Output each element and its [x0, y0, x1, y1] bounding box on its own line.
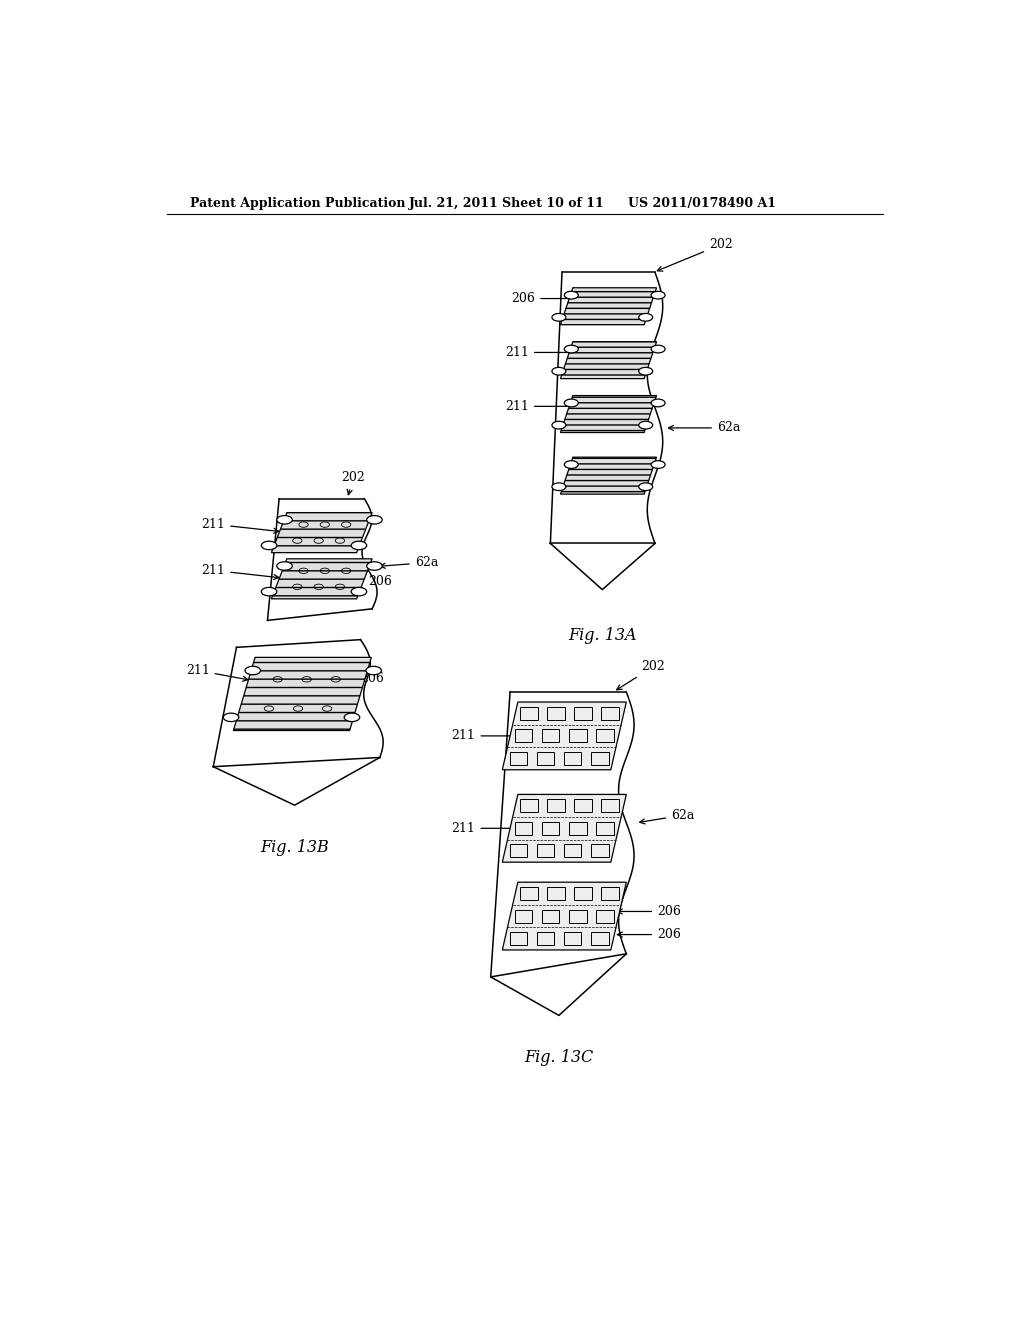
Text: 62a: 62a: [380, 556, 438, 569]
Ellipse shape: [344, 713, 359, 722]
Ellipse shape: [639, 483, 652, 491]
Ellipse shape: [245, 667, 260, 675]
Polygon shape: [560, 288, 656, 325]
Ellipse shape: [564, 292, 579, 300]
Polygon shape: [550, 272, 655, 544]
Polygon shape: [560, 342, 656, 379]
Polygon shape: [503, 702, 627, 770]
Text: 206: 206: [341, 672, 384, 686]
Ellipse shape: [367, 516, 382, 524]
Ellipse shape: [351, 541, 367, 549]
Text: 62a: 62a: [640, 809, 694, 824]
Text: 202: 202: [616, 660, 666, 690]
Polygon shape: [271, 558, 372, 599]
Polygon shape: [560, 457, 656, 494]
Text: 211: 211: [505, 400, 573, 413]
Polygon shape: [503, 795, 627, 862]
Ellipse shape: [639, 421, 652, 429]
Text: US 2011/0178490 A1: US 2011/0178490 A1: [628, 197, 776, 210]
Ellipse shape: [552, 483, 566, 491]
Text: Fig. 13A: Fig. 13A: [568, 627, 637, 644]
Text: 206: 206: [617, 928, 681, 941]
Text: 211: 211: [202, 517, 279, 533]
Ellipse shape: [639, 313, 652, 321]
Ellipse shape: [367, 562, 382, 570]
Text: 206: 206: [511, 292, 573, 305]
Ellipse shape: [651, 346, 665, 352]
Text: 206: 206: [343, 576, 392, 595]
Text: 206: 206: [617, 906, 681, 917]
Ellipse shape: [552, 421, 566, 429]
Ellipse shape: [651, 461, 665, 469]
Text: Jul. 21, 2011: Jul. 21, 2011: [410, 197, 499, 210]
Ellipse shape: [351, 587, 367, 595]
Polygon shape: [503, 882, 627, 950]
Text: Patent Application Publication: Patent Application Publication: [190, 197, 406, 210]
Polygon shape: [490, 692, 627, 977]
Text: 202: 202: [657, 238, 733, 271]
Ellipse shape: [639, 367, 652, 375]
Ellipse shape: [223, 713, 239, 722]
Text: 211: 211: [505, 346, 573, 359]
Text: 211: 211: [452, 730, 521, 742]
Polygon shape: [213, 640, 380, 767]
Ellipse shape: [261, 541, 276, 549]
Polygon shape: [271, 512, 372, 553]
Ellipse shape: [651, 399, 665, 407]
Ellipse shape: [552, 367, 566, 375]
Polygon shape: [267, 499, 372, 620]
Ellipse shape: [564, 346, 579, 352]
Text: Sheet 10 of 11: Sheet 10 of 11: [503, 197, 604, 210]
Text: Fig. 13B: Fig. 13B: [260, 840, 329, 857]
Text: 211: 211: [185, 664, 248, 681]
Text: 211: 211: [202, 564, 279, 579]
Ellipse shape: [276, 562, 292, 570]
Text: 62a: 62a: [669, 421, 740, 434]
Text: 211: 211: [452, 822, 521, 834]
Ellipse shape: [564, 399, 579, 407]
Ellipse shape: [564, 461, 579, 469]
Text: Fig. 13C: Fig. 13C: [524, 1049, 594, 1067]
Text: 202: 202: [341, 471, 365, 495]
Polygon shape: [233, 657, 372, 730]
Polygon shape: [560, 396, 656, 433]
Ellipse shape: [552, 313, 566, 321]
Ellipse shape: [261, 587, 276, 595]
Ellipse shape: [276, 516, 292, 524]
Ellipse shape: [651, 292, 665, 300]
Ellipse shape: [366, 667, 381, 675]
